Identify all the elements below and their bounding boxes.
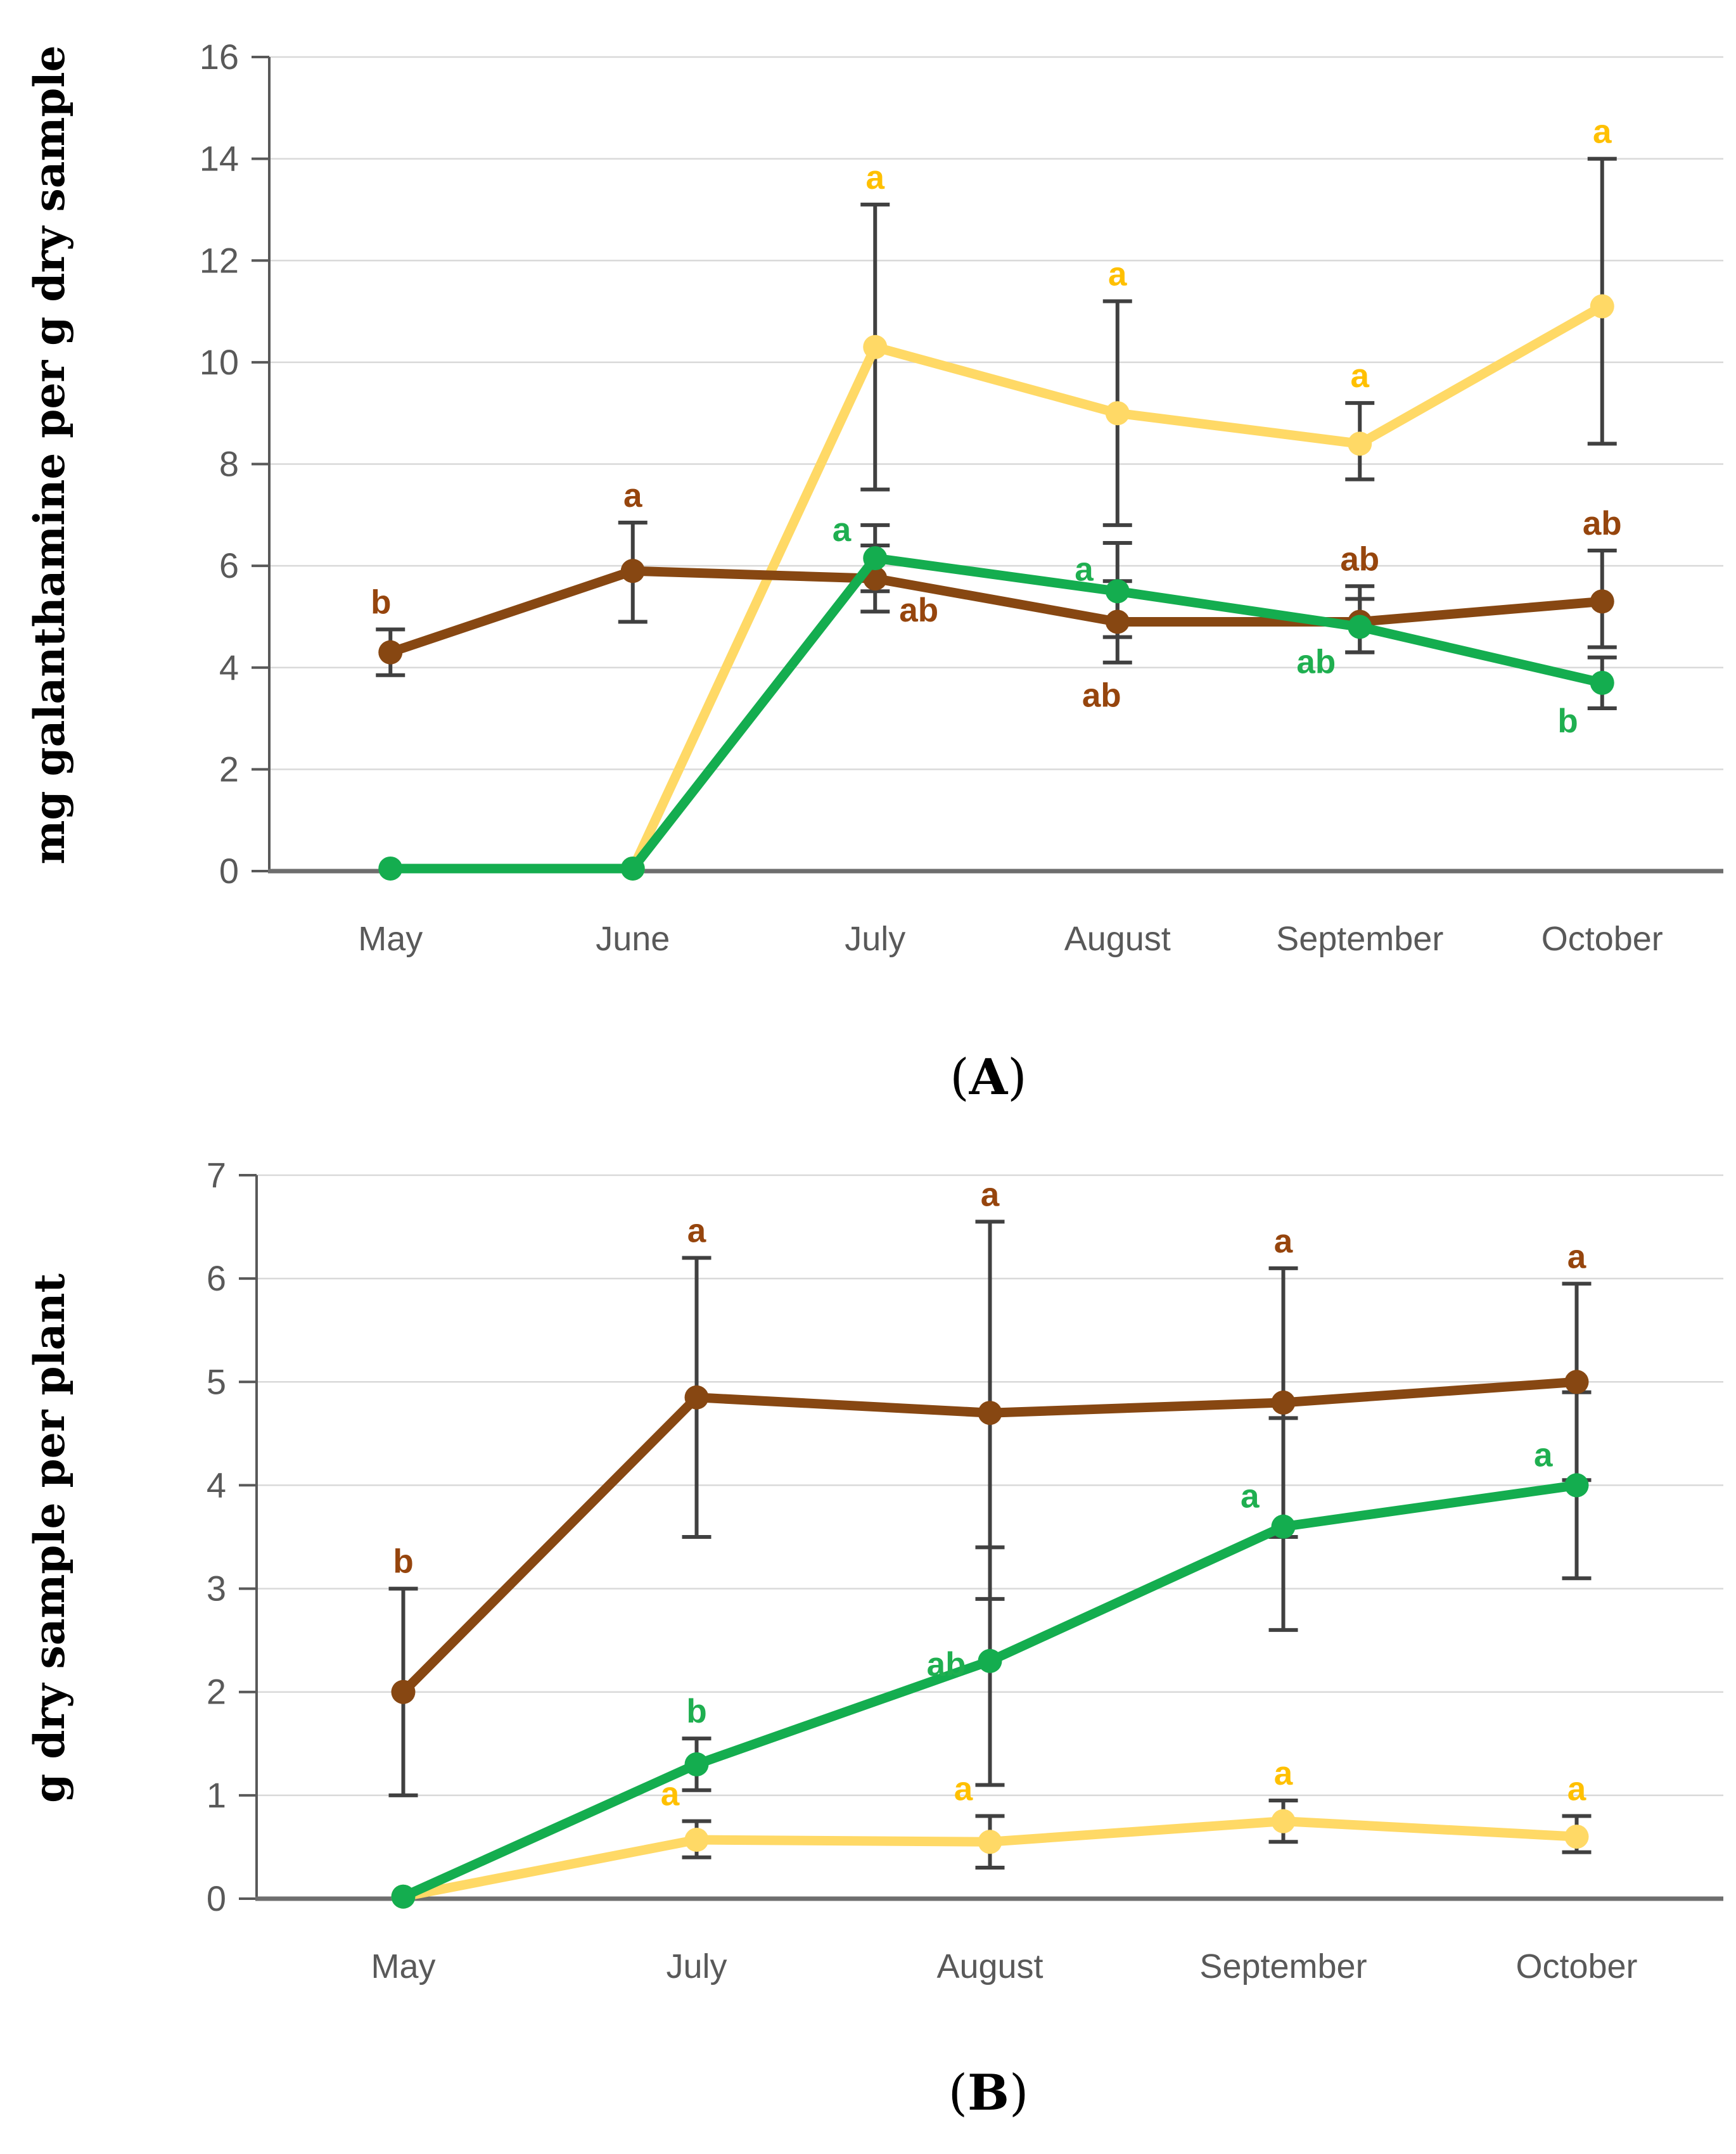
caption-b-open-paren: ( [948,2065,968,2122]
y-tick-label: 4 [207,1465,226,1505]
data-point-marker-brown [1105,609,1130,634]
data-point-marker-brown [378,640,403,665]
x-category-label: October [1541,920,1663,958]
sig-label: ab [1583,505,1622,542]
data-point-marker-yellow [1105,401,1130,426]
sig-label: ab [927,1646,966,1683]
data-point-marker-green [1590,670,1614,695]
chart-b-caption: (B) [948,2064,1029,2122]
sig-label: ab [1296,644,1336,681]
data-point-marker-brown [978,1401,1002,1425]
sig-label: a [1567,1238,1586,1275]
series-line-green [385,553,1607,874]
x-category-label: October [1516,1947,1637,1985]
y-tick-label: 2 [207,1672,226,1712]
x-category-label: September [1199,1947,1367,1985]
data-point-marker-brown [1271,1390,1296,1415]
x-category-label: July [845,920,905,958]
x-category-label: July [666,1947,727,1985]
y-tick-label: 12 [200,240,239,280]
data-point-marker-green [1564,1473,1589,1498]
data-point-marker-brown [684,1385,709,1410]
y-tick-label: 14 [200,139,239,179]
data-point-marker-green [1348,615,1372,639]
data-point-marker-green [378,856,403,881]
y-tick-label: 7 [207,1155,226,1195]
sig-label: a [954,1770,973,1807]
data-point-marker-brown [620,559,645,583]
sig-label: a [623,477,642,514]
x-category-label: September [1276,920,1443,958]
data-point-marker-yellow [863,335,888,359]
sig-label: a [981,1176,1000,1213]
data-point-marker-green [620,856,645,881]
caption-b-letter: B [967,2064,1009,2122]
sig-label: a [687,1213,706,1250]
sig-label: a [1567,1770,1586,1807]
data-point-marker-yellow [978,1830,1002,1854]
data-point-marker-brown [1564,1370,1589,1394]
y-tick-label: 6 [207,1258,226,1298]
chart-a-caption: (A) [950,1048,1026,1106]
sig-label: b [371,584,391,621]
y-tick-label: 0 [207,1878,226,1918]
caption-a-open-paren: ( [950,1049,969,1106]
sig-label: a [1534,1436,1553,1474]
sig-label: a [1351,357,1370,395]
caption-a-letter: A [969,1048,1008,1106]
sig-label: a [1075,551,1094,588]
data-point-marker-green [1271,1514,1296,1539]
data-point-marker-yellow [1348,431,1372,456]
sig-label: a [661,1776,680,1813]
x-category-label: August [1064,920,1171,958]
data-point-marker-yellow [1271,1809,1296,1833]
x-category-label: August [936,1947,1043,1985]
data-point-marker-yellow [1564,1825,1589,1849]
sig-label: b [1557,703,1578,740]
sig-label: a [866,159,885,196]
sig-label: a [833,511,852,549]
sig-label: ab [1340,540,1379,578]
series-line-brown [385,566,1607,658]
sig-label: b [393,1543,413,1581]
x-category-label: June [596,920,670,958]
data-point-marker-green [863,546,888,571]
sig-label: a [1241,1478,1260,1515]
y-tick-label: 5 [207,1361,226,1401]
caption-b-close-paren: ) [1009,2065,1029,2122]
y-tick-label: 8 [219,444,239,484]
sig-label: a [1593,113,1612,151]
sig-label: ab [1082,677,1121,715]
y-tick-label: 2 [219,749,239,789]
data-point-marker-green [978,1648,1002,1673]
sig-label: a [1274,1755,1293,1792]
y-tick-label: 3 [207,1569,226,1609]
caption-a-close-paren: ) [1007,1049,1027,1106]
data-point-marker-green [684,1752,709,1776]
data-point-marker-brown [391,1679,416,1704]
x-category-label: May [371,1947,435,1985]
data-point-marker-yellow [684,1828,709,1852]
y-tick-label: 10 [200,342,239,382]
y-tick-label: 0 [219,851,239,891]
y-tick-label: 6 [219,545,239,585]
data-point-marker-yellow [1590,294,1614,319]
chart-a-y-axis-title: mg galanthamine per g dry sample [25,45,74,865]
data-point-marker-green [1105,579,1130,604]
y-tick-label: 16 [200,37,239,77]
y-tick-label: 1 [207,1775,226,1815]
sig-label: a [1274,1223,1293,1260]
sig-label: b [686,1693,706,1730]
sig-label: ab [899,592,938,629]
data-point-marker-brown [1590,589,1614,614]
sig-label: a [1108,256,1127,293]
data-point-marker-green [391,1884,416,1909]
y-tick-label: 4 [219,647,239,687]
x-category-label: May [358,920,423,958]
chart-b-y-axis-title: g dry sample per plant [25,1273,74,1803]
